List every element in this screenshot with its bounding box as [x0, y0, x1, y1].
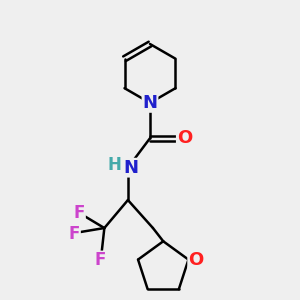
Text: H: H: [108, 156, 122, 174]
Text: F: F: [94, 251, 106, 269]
Text: N: N: [142, 94, 158, 112]
Text: F: F: [74, 204, 85, 222]
Text: N: N: [123, 159, 138, 177]
Text: F: F: [69, 225, 80, 243]
Text: O: O: [177, 129, 192, 147]
Text: O: O: [188, 250, 203, 268]
